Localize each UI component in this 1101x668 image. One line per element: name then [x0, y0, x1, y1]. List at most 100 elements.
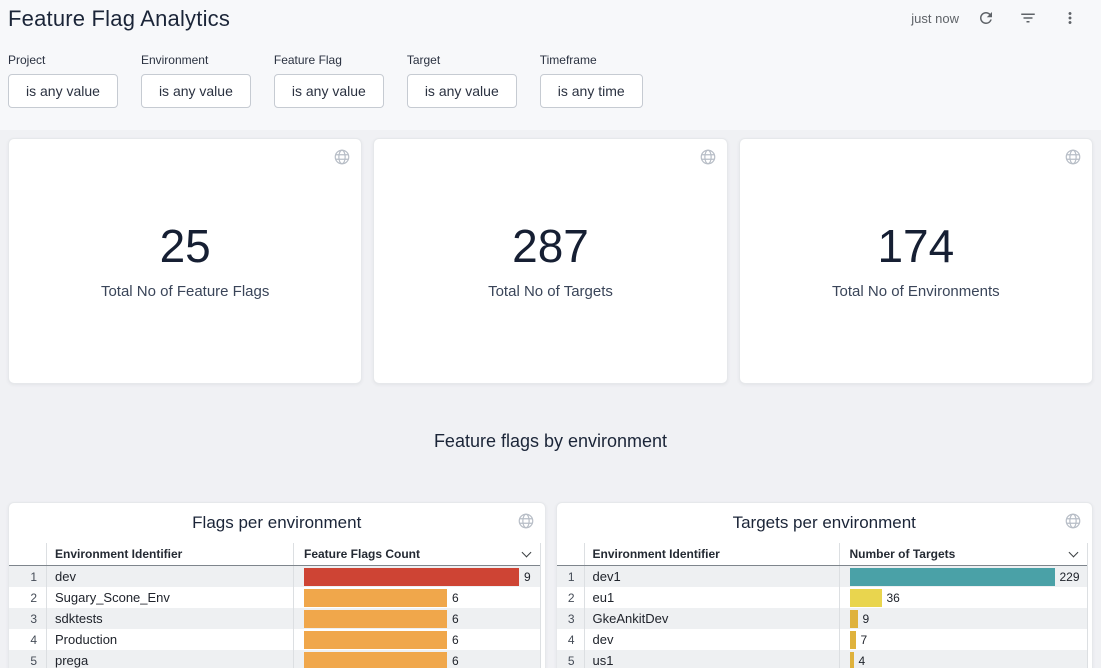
kpi-label: Total No of Environments	[832, 283, 1000, 300]
tables-row: Flags per environment Environment Identi…	[8, 502, 1093, 668]
measure-cell: 9	[839, 608, 1088, 629]
card-header: Flags per environment	[9, 503, 545, 543]
environment-identifier-cell: us1	[584, 650, 839, 668]
bar	[850, 610, 858, 628]
bar	[850, 568, 1055, 586]
table-row: 3 sdktests 6	[9, 608, 540, 629]
measure-cell: 4	[839, 650, 1088, 668]
measure-cell: 6	[293, 629, 540, 650]
measure-cell: 6	[293, 587, 540, 608]
filter-value-button-timeframe[interactable]: is any time	[540, 74, 643, 108]
bar-value: 6	[452, 612, 459, 626]
row-number: 1	[9, 570, 46, 584]
kpi-value: 25	[160, 223, 211, 269]
globe-icon[interactable]	[699, 148, 717, 166]
bar	[850, 652, 854, 668]
table-row: 4 Production 6	[9, 629, 540, 650]
header-section: Feature Flag Analytics just now Proje	[0, 0, 1101, 130]
row-number: 5	[9, 654, 46, 668]
bar-value: 6	[452, 591, 459, 605]
filter-label: Timeframe	[540, 53, 643, 67]
bar	[850, 631, 856, 649]
column-header-environment-identifier[interactable]: Environment Identifier	[584, 543, 839, 565]
more-menu-button[interactable]	[1061, 9, 1079, 27]
filter-list-icon	[1019, 15, 1037, 30]
globe-icon[interactable]	[1064, 512, 1082, 530]
environment-identifier-cell: Sugary_Scone_Env	[46, 587, 293, 608]
kpi-value: 287	[512, 223, 589, 269]
row-number: 2	[557, 591, 584, 605]
row-number: 1	[557, 570, 584, 584]
bar-value: 7	[861, 633, 868, 647]
table-row: 3 GkeAnkitDev 9	[557, 608, 1088, 629]
table-row: 1 dev 9	[9, 566, 540, 587]
table-row: 2 Sugary_Scone_Env 6	[9, 587, 540, 608]
bar	[304, 631, 447, 649]
kpi-card-targets: 287 Total No of Targets	[373, 138, 727, 384]
column-header-feature-flags-count[interactable]: Feature Flags Count	[293, 543, 540, 565]
column-header-environment-identifier[interactable]: Environment Identifier	[46, 543, 293, 565]
filter-value-button-environment[interactable]: is any value	[141, 74, 251, 108]
table-row: 4 dev 7	[557, 629, 1088, 650]
globe-icon[interactable]	[517, 512, 535, 530]
chevron-down-icon[interactable]	[521, 547, 531, 557]
measure-cell: 9	[293, 566, 540, 587]
page-title: Feature Flag Analytics	[8, 5, 230, 33]
row-number: 5	[557, 654, 584, 668]
measure-cell: 7	[839, 629, 1088, 650]
bar-value: 9	[524, 570, 531, 584]
filter-environment: Environment is any value	[141, 53, 251, 108]
card-title: Flags per environment	[192, 513, 361, 533]
environment-identifier-cell: eu1	[584, 587, 839, 608]
table-row: 5 us1 4	[557, 650, 1088, 668]
filter-label: Environment	[141, 53, 251, 67]
column-header-number-of-targets[interactable]: Number of Targets	[839, 543, 1088, 565]
topbar-actions: just now	[911, 5, 1093, 27]
bar-value: 229	[1060, 570, 1080, 584]
filter-value-button-feature-flag[interactable]: is any value	[274, 74, 384, 108]
card-header: Targets per environment	[557, 503, 1093, 543]
bar	[304, 589, 447, 607]
kebab-menu-icon	[1061, 15, 1079, 30]
targets-table: Environment Identifier Number of Targets…	[557, 543, 1089, 668]
table-header-row: Environment Identifier Number of Targets	[557, 543, 1088, 566]
environment-identifier-cell: dev	[46, 566, 293, 587]
kpi-card-environments: 174 Total No of Environments	[739, 138, 1093, 384]
table-row: 2 eu1 36	[557, 587, 1088, 608]
measure-cell: 6	[293, 650, 540, 668]
bar	[850, 589, 882, 607]
kpi-value: 174	[877, 223, 954, 269]
row-number: 4	[9, 633, 46, 647]
filter-timeframe: Timeframe is any time	[540, 53, 643, 108]
column-header-label: Number of Targets	[850, 547, 956, 561]
kpi-card-feature-flags: 25 Total No of Feature Flags	[8, 138, 362, 384]
bar-value: 6	[452, 633, 459, 647]
kpi-row: 25 Total No of Feature Flags 287 Total N…	[8, 138, 1093, 384]
row-number: 2	[9, 591, 46, 605]
filter-feature-flag: Feature Flag is any value	[274, 53, 384, 108]
measure-cell: 6	[293, 608, 540, 629]
environment-identifier-cell: sdktests	[46, 608, 293, 629]
globe-icon[interactable]	[1064, 148, 1082, 166]
filter-value-button-target[interactable]: is any value	[407, 74, 517, 108]
environment-identifier-cell: prega	[46, 650, 293, 668]
chevron-down-icon[interactable]	[1069, 547, 1079, 557]
flags-per-environment-card: Flags per environment Environment Identi…	[8, 502, 546, 668]
refresh-button[interactable]	[977, 9, 995, 27]
row-number: 3	[557, 612, 584, 626]
table-row: 1 dev1 229	[557, 566, 1088, 587]
section-title: Feature flags by environment	[8, 431, 1093, 452]
environment-identifier-cell: Production	[46, 629, 293, 650]
dashboard-filters-button[interactable]	[1019, 9, 1037, 27]
filter-value-button-project[interactable]: is any value	[8, 74, 118, 108]
filter-label: Feature Flag	[274, 53, 384, 67]
table-row: 5 prega 6	[9, 650, 540, 668]
globe-icon[interactable]	[333, 148, 351, 166]
topbar: Feature Flag Analytics just now	[8, 5, 1093, 33]
filter-label: Target	[407, 53, 517, 67]
filter-bar: Project is any value Environment is any …	[8, 53, 1093, 108]
filter-label: Project	[8, 53, 118, 67]
last-refreshed-status: just now	[911, 11, 959, 26]
measure-cell: 36	[839, 587, 1088, 608]
row-number: 3	[9, 612, 46, 626]
